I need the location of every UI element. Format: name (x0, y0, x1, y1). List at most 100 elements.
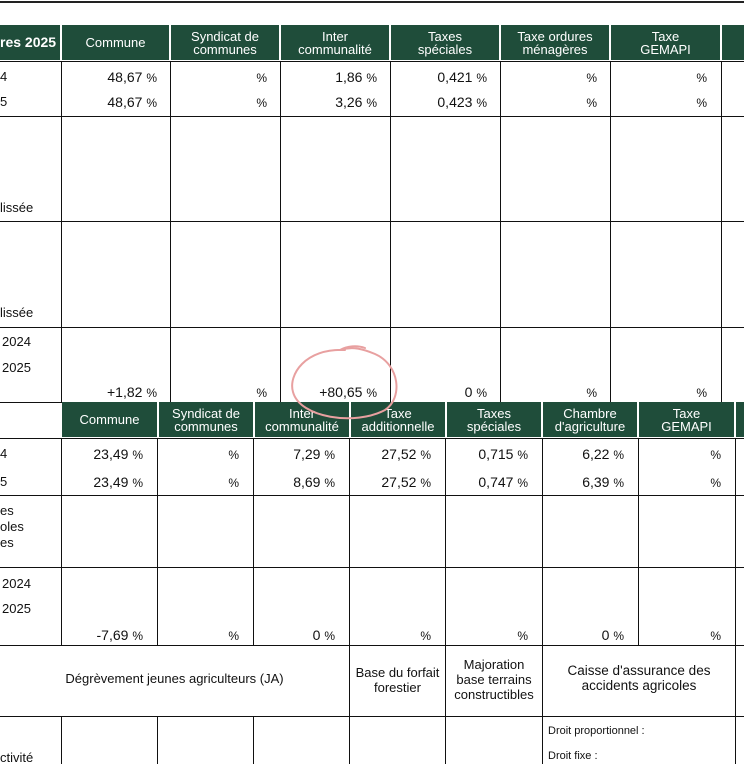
table2-line (0, 402, 62, 403)
table1-vline (610, 61, 611, 402)
table1-variation-cell: % (256, 386, 267, 400)
table2-cell: 23,49 % (93, 474, 143, 490)
table1-cell: % (256, 71, 267, 85)
table1-variation-cell: 0 % (464, 384, 487, 400)
table2-vline (445, 438, 446, 645)
table1-vline (280, 61, 281, 402)
table1-year-label: 2024 (2, 334, 31, 349)
table1-line (0, 221, 744, 222)
table1-header-intercommunalite: Inter communalité (281, 25, 389, 60)
table1-cell: 3,26 % (335, 94, 377, 110)
table2-cell: % (228, 448, 239, 462)
table2-year-label: 2024 (2, 576, 31, 591)
table1-row-label-2024: 4 (0, 69, 8, 84)
table2-line (0, 567, 744, 568)
table2-cell: 0,715 % (478, 446, 528, 462)
table2-header-chambre-agriculture: Chambre d'agriculture (543, 402, 637, 437)
table3-header-forfait-forestier: Base du forfait forestier (355, 665, 440, 695)
table3-vline (253, 716, 254, 764)
table2-cell: 6,22 % (582, 446, 624, 462)
table2-cell: 27,52 % (381, 446, 431, 462)
table2-line (0, 495, 744, 496)
table1-corner-label: res 2025 (0, 34, 57, 50)
table2-header-extra (736, 402, 744, 437)
table1-vline (500, 61, 501, 402)
table2-year-label: 2025 (2, 601, 31, 616)
table2-vline (735, 438, 736, 645)
table3-vline (735, 645, 736, 764)
table1-cell: % (586, 71, 597, 85)
table2-variation-cell: % (228, 629, 239, 643)
table2-cell: 27,52 % (381, 474, 431, 490)
table3-vline (349, 645, 350, 764)
table1-cell: 1,86 % (335, 69, 377, 85)
table2-cell: 8,69 % (293, 474, 335, 490)
table3-vline (61, 716, 62, 764)
table1-year-label: 2025 (2, 360, 31, 375)
table3-vline (445, 645, 446, 764)
table1-variation-cell: +1,82 % (107, 384, 157, 400)
table2-cell: 7,29 % (293, 446, 335, 462)
table1-cell: 48,67 % (107, 94, 157, 110)
table3-droit-proportionnel: Droit proportionnel : (548, 725, 645, 737)
table2-variation-cell: -7,69 % (96, 627, 143, 643)
table3-header-majoration: Majoration base terrains constructibles (454, 657, 534, 702)
table1-vline (61, 61, 62, 402)
table2-vline (542, 438, 543, 645)
table1-cell: 0,421 % (437, 69, 487, 85)
table1-header-ordures-menageres: Taxe ordures ménagères (501, 25, 609, 60)
handwritten-circle-annotation (291, 345, 398, 420)
table2-vline (157, 438, 158, 645)
table3-droit-fixe: Droit fixe : (548, 750, 598, 762)
table2-vline (349, 438, 350, 645)
table2-cell: % (710, 476, 721, 490)
table1-line (0, 116, 744, 117)
table1-vline (170, 61, 171, 402)
table2-header-intercommunalite: Inter communalité (255, 402, 349, 437)
table2-variation-cell: 0 % (601, 627, 624, 643)
table1-corner-header: res 2025 (0, 25, 60, 60)
table1-lisse-label: lissée (0, 305, 34, 320)
table1-cell: % (256, 96, 267, 110)
table1-vline (390, 61, 391, 402)
table3-line (0, 716, 744, 717)
table1-header-syndicat: Syndicat de communes (171, 25, 279, 60)
table3-vline (157, 716, 158, 764)
table1-line (0, 61, 744, 62)
table2-vline (61, 438, 62, 645)
table1-variation-cell: +80,65 % (319, 384, 377, 400)
table2-header-taxes-speciales: Taxes spéciales (447, 402, 541, 437)
table2-cell: % (228, 476, 239, 490)
table1-lisse-label: lissée (0, 200, 34, 215)
table1-cell: % (586, 96, 597, 110)
table2-line (0, 438, 744, 439)
table1-line (0, 327, 744, 328)
table2-variation-cell: 0 % (312, 627, 335, 643)
table2-row-label-2025: 5 (0, 474, 8, 489)
table1-header-gemapi: Taxe GEMAPI (611, 25, 720, 60)
table3-activity-label: ctivité (0, 750, 34, 765)
table2-header-gemapi: Taxe GEMAPI (639, 402, 734, 437)
table2-variation-cell: % (710, 629, 721, 643)
table2-line (0, 645, 744, 646)
table3-header-degrevement-ja: Dégrèvement jeunes agriculteurs (JA) (65, 671, 284, 686)
table1-cell: 0,423 % (437, 94, 487, 110)
table1-vline (721, 61, 722, 402)
table3-header-caisse-assurance: Caisse d'assurance des accidents agricol… (567, 663, 711, 693)
table2-cell: 6,39 % (582, 474, 624, 490)
table2-side-label: es oles es (0, 503, 24, 550)
table2-header-syndicat: Syndicat de communes (159, 402, 253, 437)
table2-header-commune: Commune (62, 402, 157, 437)
table2-cell: 23,49 % (93, 446, 143, 462)
table2-variation-cell: % (420, 629, 431, 643)
table1-header-extra (722, 25, 744, 60)
table2-vline (253, 438, 254, 645)
table1-variation-cell: % (696, 386, 707, 400)
table1-header-taxes-speciales: Taxes spéciales (391, 25, 499, 60)
table2-variation-cell: % (517, 629, 528, 643)
top-border (0, 1, 744, 3)
table3-vline (542, 645, 543, 764)
table1-variation-cell: % (586, 386, 597, 400)
table2-cell: 0,747 % (478, 474, 528, 490)
table1-header-commune: Commune (62, 25, 169, 60)
